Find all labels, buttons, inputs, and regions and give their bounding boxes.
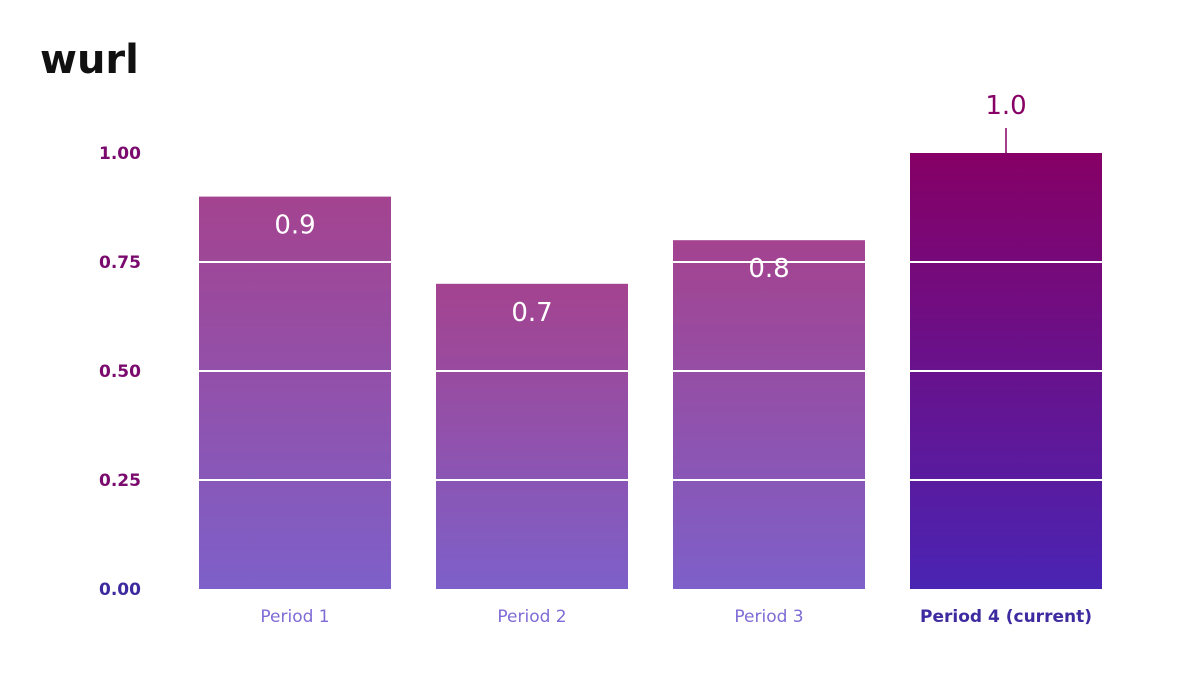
bar: [436, 283, 628, 589]
value-label: 0.9: [274, 211, 315, 241]
y-tick-label: 0.25: [99, 471, 141, 491]
y-tick-label: 0.75: [99, 253, 141, 273]
logo-text: wurl: [40, 38, 139, 80]
gridlines: [199, 261, 1102, 481]
value-label: 0.7: [511, 298, 552, 328]
x-axis: Period 1 Period 2 Period 3 Period 4 (curren…: [260, 607, 1092, 627]
y-tick-label: 0.00: [99, 580, 141, 600]
y-tick-label: 1.00: [99, 144, 141, 164]
x-tick-label: Period 4 (current): [920, 607, 1092, 627]
y-tick-label: 0.50: [99, 362, 141, 382]
value-label: 0.8: [748, 254, 789, 284]
x-tick-label: Period 1: [260, 607, 329, 627]
value-labels: 0.9 0.7 0.8 1.0: [274, 91, 1026, 328]
wurl-logo: wurl: [40, 38, 139, 80]
bar: [199, 196, 391, 589]
y-axis: 0.00 0.25 0.50 0.75 1.00: [99, 144, 141, 600]
value-label: 1.0: [985, 91, 1026, 121]
x-tick-label: Period 3: [734, 607, 803, 627]
bar: [673, 240, 865, 589]
x-tick-label: Period 2: [497, 607, 566, 627]
